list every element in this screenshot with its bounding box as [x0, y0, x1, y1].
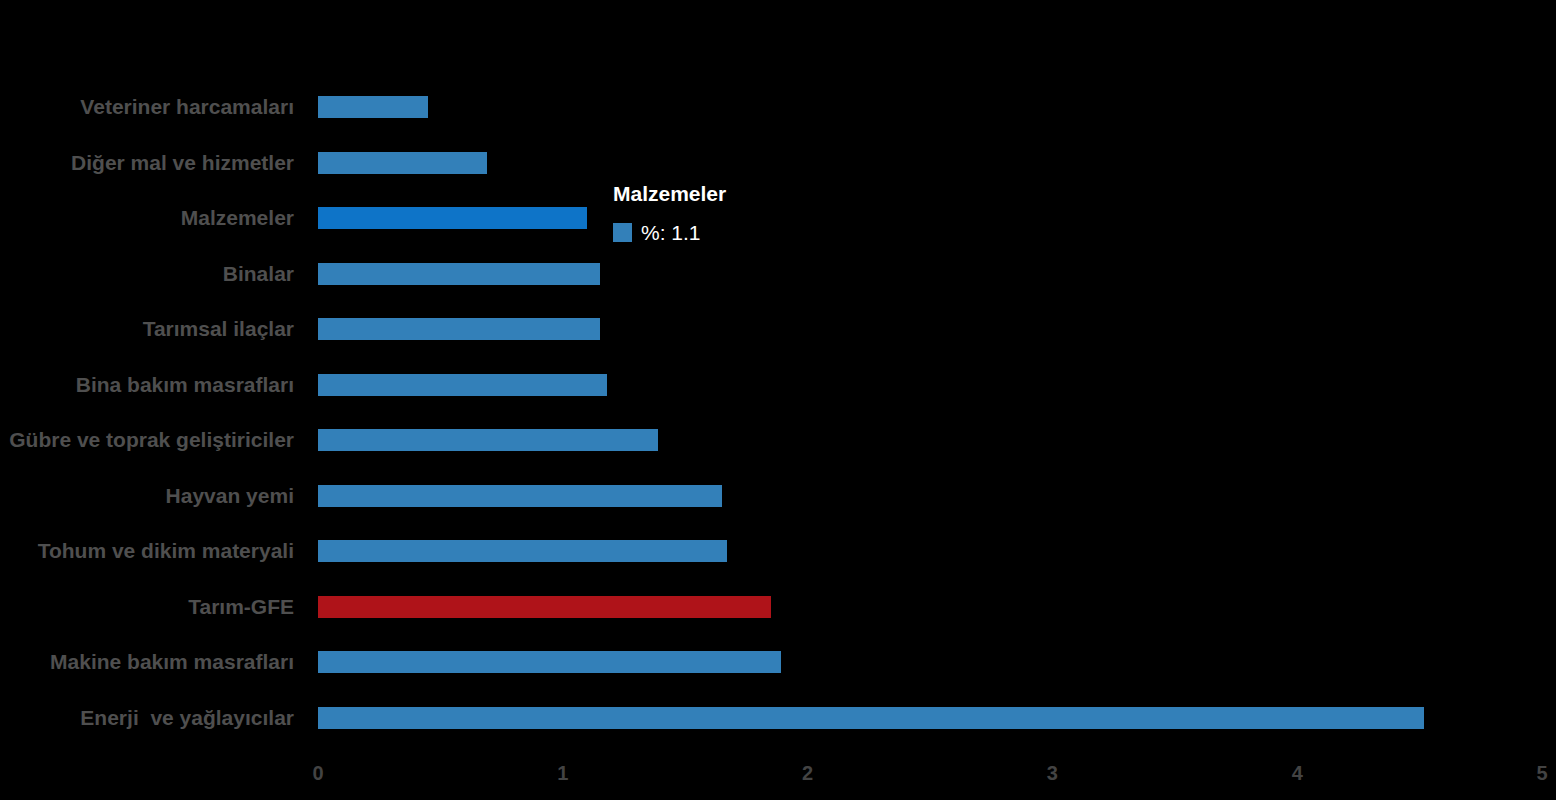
x-tick-label: 3	[1047, 762, 1058, 785]
category-label: Bina bakım masrafları	[0, 374, 294, 396]
bar[interactable]	[318, 540, 727, 562]
category-label: Hayvan yemi	[0, 485, 294, 507]
category-label: Binalar	[0, 263, 294, 285]
bar[interactable]	[318, 207, 587, 229]
tooltip: Malzemeler %: 1.1	[613, 183, 726, 243]
bar[interactable]	[318, 651, 781, 673]
bar[interactable]	[318, 263, 600, 285]
category-label: Veteriner harcamaları	[0, 96, 294, 118]
bar[interactable]	[318, 429, 658, 451]
bar-chart: Veteriner harcamaları Diğer mal ve hizme…	[0, 0, 1556, 800]
bar[interactable]	[318, 152, 487, 174]
bar[interactable]	[318, 596, 771, 618]
category-label: Enerji ve yağlayıcılar	[0, 707, 294, 729]
tooltip-series-marker-icon	[613, 223, 632, 242]
bar[interactable]	[318, 707, 1424, 729]
category-label: Gübre ve toprak geliştiriciler	[0, 429, 294, 451]
bar[interactable]	[318, 318, 600, 340]
x-tick-label: 5	[1536, 762, 1547, 785]
category-label: Tohum ve dikim materyali	[0, 540, 294, 562]
category-label: Diğer mal ve hizmetler	[0, 152, 294, 174]
tooltip-title: Malzemeler	[613, 183, 726, 205]
bar[interactable]	[318, 485, 722, 507]
x-tick-label: 0	[312, 762, 323, 785]
tooltip-row: %: 1.1	[613, 222, 726, 243]
bar[interactable]	[318, 374, 607, 396]
category-label: Tarımsal ilaçlar	[0, 318, 294, 340]
category-label: Makine bakım masrafları	[0, 651, 294, 673]
category-label: Tarım-GFE	[0, 596, 294, 618]
bar[interactable]	[318, 96, 428, 118]
x-tick-label: 4	[1292, 762, 1303, 785]
x-tick-label: 1	[557, 762, 568, 785]
category-label: Malzemeler	[0, 207, 294, 229]
x-tick-label: 2	[802, 762, 813, 785]
tooltip-value-text: %: 1.1	[641, 222, 701, 243]
